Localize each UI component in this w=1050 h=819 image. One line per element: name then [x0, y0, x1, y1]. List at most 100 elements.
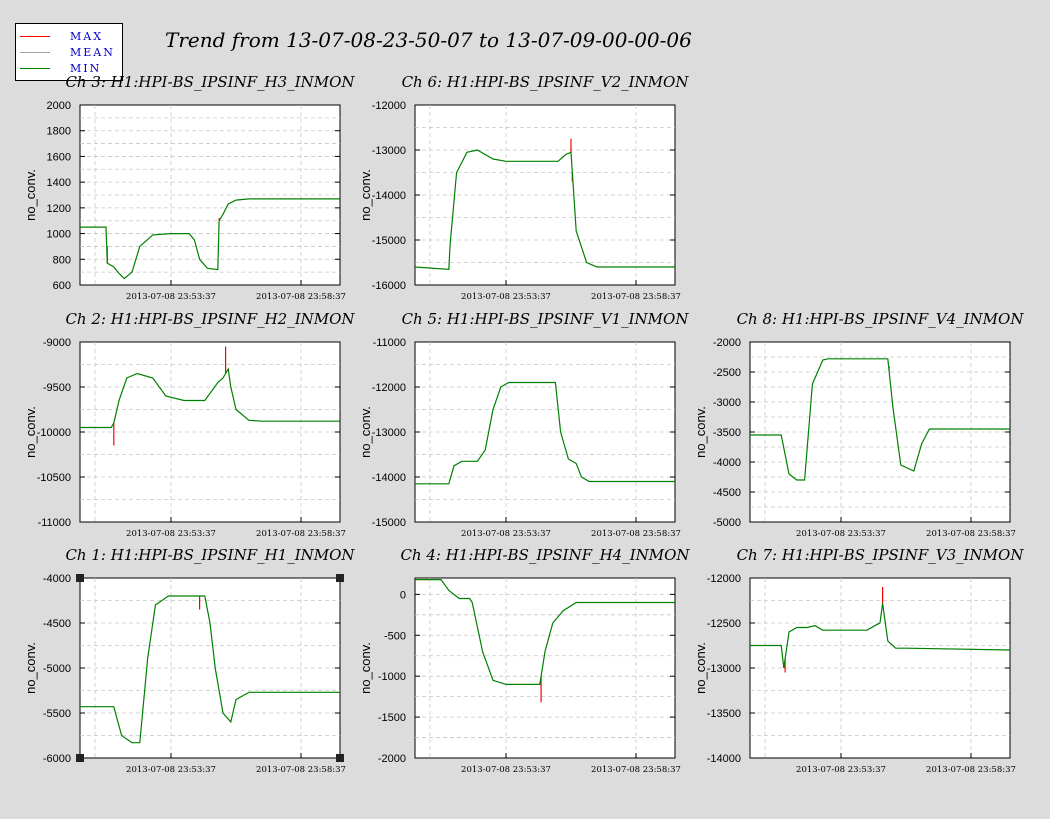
y-tick-label: -500: [384, 630, 406, 642]
y-tick-label: 800: [53, 254, 71, 266]
selection-handle: [76, 754, 84, 762]
y-tick-label: -13500: [707, 708, 741, 720]
legend-swatch-min: [20, 67, 50, 69]
x-tick-label: 2013-07-08 23:53:37: [126, 529, 216, 539]
legend-entry-mean: MEAN: [20, 45, 115, 59]
y-tick-label: -16000: [372, 280, 406, 292]
series-line-min: [414, 149, 675, 270]
y-tick-label: -11000: [38, 517, 71, 529]
legend-swatch-max: [20, 35, 50, 37]
x-tick-label: 2013-07-08 23:53:37: [796, 529, 886, 539]
y-tick-label: -1000: [378, 671, 406, 683]
y-tick-label: -4000: [43, 573, 71, 585]
y-axis-label: no_conv.: [358, 642, 373, 694]
series-line-min: [415, 381, 675, 485]
plot-3: Ch 5: H1:HPI-BS_IPSINF_V1_INMON -11000 -12…: [358, 310, 689, 539]
x-tick-label: 2013-07-08 23:58:37: [926, 765, 1016, 775]
legend-entry-max: MAX: [20, 29, 103, 43]
y-axis-label: no_conv.: [693, 406, 708, 458]
y-tick-label: -14000: [372, 472, 406, 484]
legend-swatch-mean: [20, 51, 50, 53]
plot-4: Ch 8: H1:HPI-BS_IPSINF_V4_INMON -2000 -250…: [693, 310, 1024, 539]
figure-title: Trend from 13-07-08-23-50-07 to 13-07-09…: [165, 28, 692, 52]
x-tick-label: 2013-07-08 23:58:37: [591, 765, 681, 775]
y-tick-label: 1400: [47, 177, 71, 189]
plot-title: Ch 8: H1:HPI-BS_IPSINF_V4_INMON: [737, 310, 1025, 328]
y-tick-label: -5000: [713, 517, 741, 529]
plot-title: Ch 5: H1:HPI-BS_IPSINF_V1_INMON: [402, 310, 690, 328]
y-tick-label: -3000: [713, 397, 741, 409]
series-line-min: [80, 595, 340, 744]
y-axis-label: no_conv.: [358, 169, 373, 221]
series-line-min: [80, 198, 340, 280]
x-tick-label: 2013-07-08 23:53:37: [461, 765, 551, 775]
plot-title: Ch 7: H1:HPI-BS_IPSINF_V3_INMON: [737, 546, 1025, 564]
plot-title: Ch 2: H1:HPI-BS_IPSINF_H2_INMON: [65, 310, 355, 328]
plot-5: Ch 1: H1:HPI-BS_IPSINF_H1_INMON -4000 -450…: [23, 546, 355, 775]
series-line-min: [750, 358, 1010, 481]
x-tick-label: 2013-07-08 23:58:37: [926, 529, 1016, 539]
legend-label-min: MIN: [70, 61, 102, 75]
y-tick-label: -2000: [713, 337, 741, 349]
y-tick-label: 2000: [47, 100, 71, 112]
legend: MAX MEAN MIN: [15, 23, 123, 81]
y-tick-label: -3500: [713, 427, 741, 439]
plot-0: Ch 3: H1:HPI-BS_IPSINF_H3_INMON 2000 1800 1…: [23, 73, 355, 302]
legend-entry-min: MIN: [20, 61, 101, 75]
y-tick-label: 1200: [47, 203, 71, 215]
plot-title: Ch 3: H1:HPI-BS_IPSINF_H3_INMON: [65, 73, 355, 91]
x-tick-label: 2013-07-08 23:58:37: [256, 765, 346, 775]
y-axis-label: no_conv.: [23, 169, 38, 221]
y-axis-label: no_conv.: [693, 642, 708, 694]
y-tick-label: -12500: [707, 618, 741, 630]
y-tick-label: -15000: [372, 235, 406, 247]
plot-6: Ch 4: H1:HPI-BS_IPSINF_H4_INMON 0 -500 -100…: [358, 546, 690, 775]
selection-handle: [336, 574, 344, 582]
y-tick-label: -12000: [372, 100, 406, 112]
y-tick-label: 1600: [47, 151, 71, 163]
y-tick-label: -9500: [43, 382, 71, 394]
y-tick-label: -4000: [713, 457, 741, 469]
y-tick-label: -4500: [43, 618, 71, 630]
legend-label-mean: MEAN: [70, 45, 115, 59]
plot-title: Ch 6: H1:HPI-BS_IPSINF_V2_INMON: [402, 73, 690, 91]
y-tick-label: -5500: [43, 708, 71, 720]
plot-title: Ch 4: H1:HPI-BS_IPSINF_H4_INMON: [400, 546, 690, 564]
legend-label-max: MAX: [70, 29, 104, 43]
y-axis-label: no_conv.: [23, 406, 38, 458]
plot-1: Ch 6: H1:HPI-BS_IPSINF_V2_INMON -12000 -13…: [358, 73, 689, 302]
y-tick-label: -5000: [43, 663, 71, 675]
y-tick-label: -6000: [43, 753, 71, 765]
x-tick-label: 2013-07-08 23:58:37: [256, 529, 346, 539]
selection-handle: [336, 754, 344, 762]
y-tick-label: -10000: [37, 427, 71, 439]
y-tick-label: 0: [400, 589, 406, 601]
plot-title: Ch 1: H1:HPI-BS_IPSINF_H1_INMON: [65, 546, 355, 564]
plot-2: Ch 2: H1:HPI-BS_IPSINF_H2_INMON -9000 -950…: [23, 310, 355, 539]
x-tick-label: 2013-07-08 23:53:37: [461, 292, 551, 302]
y-tick-label: -4500: [713, 487, 741, 499]
plot-area: [414, 577, 676, 759]
y-tick-label: -12000: [372, 382, 406, 394]
y-axis-label: no_conv.: [23, 642, 38, 694]
y-tick-label: -14000: [372, 190, 406, 202]
x-tick-label: 2013-07-08 23:53:37: [126, 765, 216, 775]
x-tick-label: 2013-07-08 23:53:37: [796, 765, 886, 775]
y-tick-label: -13000: [372, 145, 406, 157]
x-tick-label: 2013-07-08 23:58:37: [591, 292, 681, 302]
y-tick-label: -2000: [378, 753, 406, 765]
y-tick-label: -10500: [37, 472, 71, 484]
x-tick-label: 2013-07-08 23:53:37: [461, 529, 551, 539]
y-tick-label: -2500: [713, 367, 741, 379]
selection-handle: [76, 574, 84, 582]
y-tick-label: -13000: [707, 663, 741, 675]
series-line-min: [750, 603, 1011, 669]
y-tick-label: -12000: [707, 573, 741, 585]
y-tick-label: 1000: [47, 229, 71, 241]
series-line-min: [80, 367, 340, 429]
y-tick-label: 1800: [47, 126, 71, 138]
y-tick-label: -1500: [378, 712, 406, 724]
y-tick-label: -13000: [372, 427, 406, 439]
